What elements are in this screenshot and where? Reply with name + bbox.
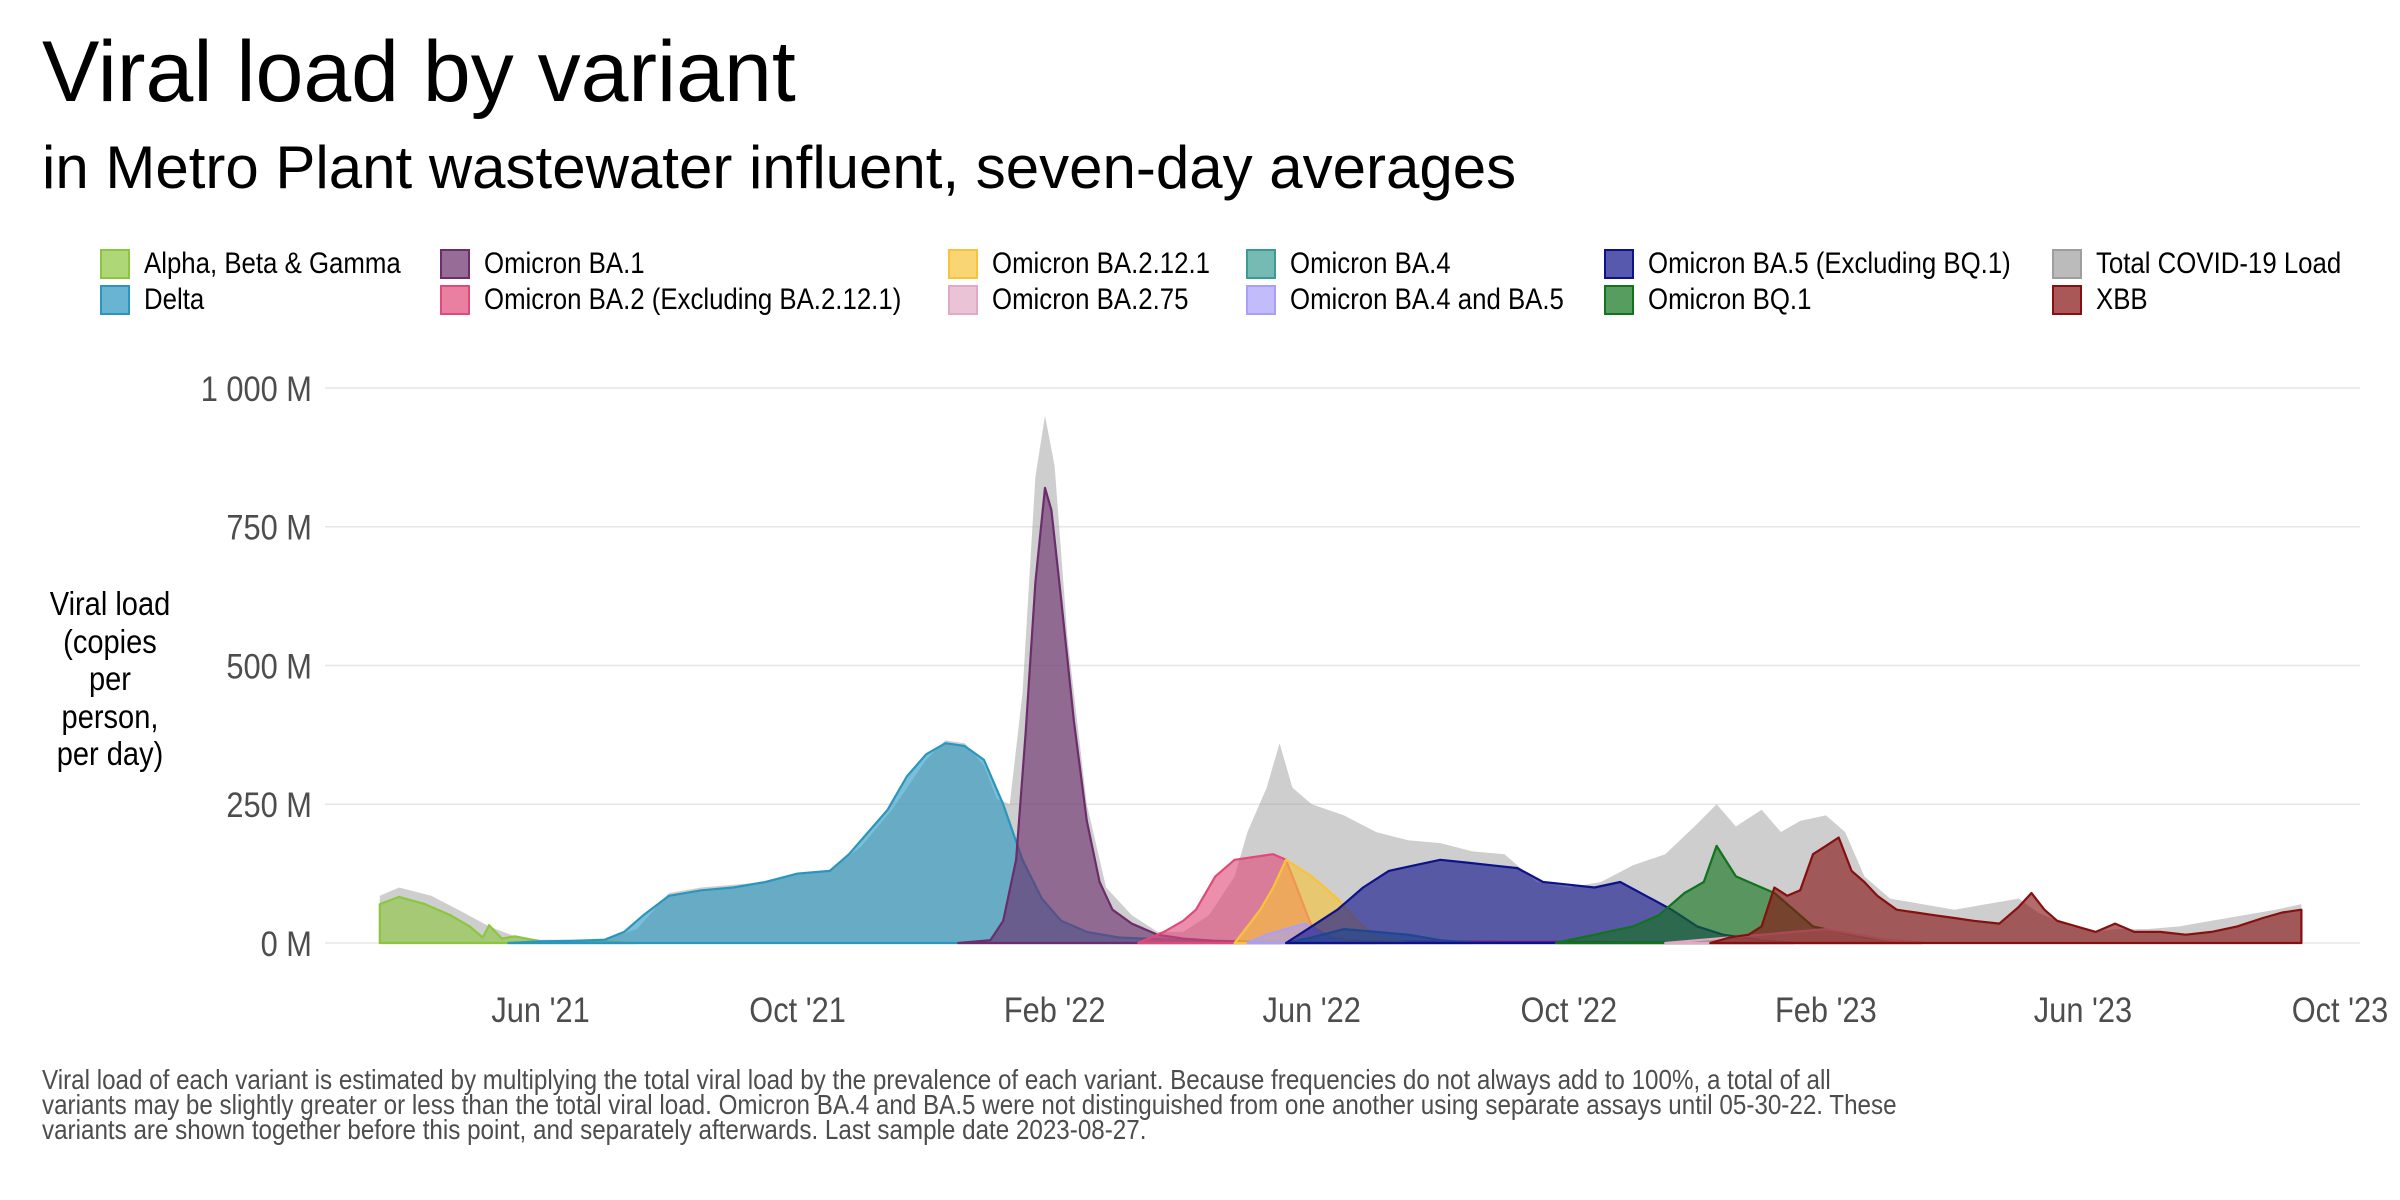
legend-swatch (100, 249, 130, 279)
y-tick-label: 1 000 M (201, 369, 312, 408)
y-tick-labels: 0 M 250 M 500 M 750 M 1 000 M (201, 369, 312, 963)
area-mark (379, 415, 2302, 943)
x-tick-labels: Jun '21 Oct '21 Feb '22 Jun '22 Oct '22 Feb '… (491, 990, 2388, 1029)
legend-label: Omicron BA.2 (Excluding BA.2.12.1) (484, 283, 902, 316)
caption-line: variants are shown together before this … (42, 1114, 1147, 1145)
area-mark (1709, 836, 2303, 945)
legend-item: Omicron BA.2.75 (948, 282, 1220, 318)
legend-item: Delta (100, 282, 214, 318)
x-tick-label: Feb '23 (1775, 990, 1877, 1029)
y-tick-label: 500 M (226, 647, 312, 686)
legend-swatch (440, 285, 470, 315)
legend-item: Omicron BA.2.12.1 (948, 246, 1245, 282)
chart-title: Viral load by variant (42, 24, 796, 120)
legend-label: Alpha, Beta & Gamma (144, 247, 401, 280)
legend-label: Omicron BA.1 (484, 247, 645, 280)
legend-label: Omicron BQ.1 (1648, 283, 1812, 316)
legend-item: XBB (2052, 282, 2156, 318)
legend-label: Omicron BA.5 (Excluding BQ.1) (1648, 247, 2011, 280)
series-total-covid-19-load (379, 415, 2302, 943)
x-tick-label: Feb '22 (1004, 990, 1106, 1029)
caption-line: Viral load of each variant is estimated … (42, 1064, 1831, 1095)
y-tick-label: 0 M (261, 924, 312, 963)
plot-area: 0 M 250 M 500 M 750 M 1 000 M Jun '21 Oct '21… (201, 369, 2389, 1029)
legend-label: Omicron BA.4 (1290, 247, 1451, 280)
legend-swatch (948, 249, 978, 279)
y-tick-label: 750 M (226, 508, 312, 547)
legend-label: Omicron BA.2.12.1 (992, 247, 1210, 280)
series-xbb (1709, 836, 2303, 945)
legend-swatch (440, 249, 470, 279)
chart-subtitle: in Metro Plant wastewater influent, seve… (42, 134, 1517, 201)
legend-label: Delta (144, 283, 205, 316)
legend-swatch (1604, 249, 1634, 279)
x-tick-label: Oct '21 (749, 990, 846, 1029)
legend-item: Omicron BA.4 (1246, 246, 1477, 282)
legend-label: XBB (2096, 283, 2148, 316)
legend-swatch (2052, 249, 2082, 279)
x-tick-label: Oct '22 (1521, 990, 1618, 1029)
legend-item: Omicron BA.5 (Excluding BQ.1) (1604, 246, 2070, 282)
legend-swatch (1604, 285, 1634, 315)
legend-item: Omicron BA.2 (Excluding BA.2.12.1) (440, 282, 969, 318)
legend-item: Omicron BA.4 and BA.5 (1246, 282, 1609, 318)
y-axis-label: Viral load (copies per person, per day) (49, 585, 171, 772)
legend-item: Alpha, Beta & Gamma (100, 246, 442, 282)
series-layer (378, 415, 2303, 945)
y-tick-label: 250 M (226, 785, 312, 824)
x-tick-label: Oct '23 (2292, 990, 2389, 1029)
legend-swatch (948, 285, 978, 315)
x-tick-label: Jun '22 (1263, 990, 1361, 1029)
legend-item: Total COVID-19 Load (2052, 246, 2381, 282)
x-tick-label: Jun '21 (491, 990, 589, 1029)
caption: Viral load of each variant is estimated … (42, 1064, 2142, 1145)
legend-item: Omicron BQ.1 (1604, 282, 1838, 318)
legend-swatch (2052, 285, 2082, 315)
legend-item: Omicron BA.1 (440, 246, 671, 282)
x-tick-label: Jun '23 (2034, 990, 2132, 1029)
legend-label: Omicron BA.4 and BA.5 (1290, 283, 1564, 316)
legend-swatch (100, 285, 130, 315)
legend-label: Omicron BA.2.75 (992, 283, 1189, 316)
caption-line: variants may be slightly greater or less… (42, 1089, 1897, 1120)
legend: Alpha, Beta & Gamma Delta Omicron BA.1 Omic… (100, 246, 2380, 326)
legend-label: Total COVID-19 Load (2096, 247, 2342, 280)
legend-swatch (1246, 249, 1276, 279)
legend-swatch (1246, 285, 1276, 315)
